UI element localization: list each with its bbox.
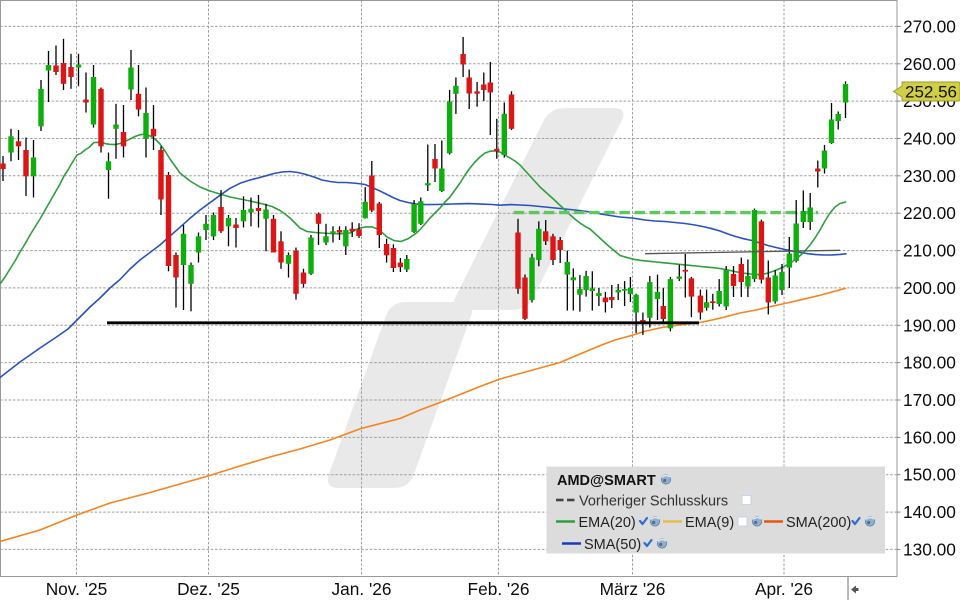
- svg-text:EMA(9): EMA(9): [685, 515, 734, 531]
- svg-text:260.00: 260.00: [903, 54, 956, 74]
- svg-text:160.00: 160.00: [903, 427, 956, 447]
- svg-text:Apr. '26: Apr. '26: [755, 579, 813, 599]
- svg-text:140.00: 140.00: [903, 502, 956, 522]
- svg-text:150.00: 150.00: [903, 465, 956, 485]
- svg-text:200.00: 200.00: [903, 278, 956, 298]
- svg-text:Feb. '26: Feb. '26: [468, 579, 530, 599]
- svg-text:220.00: 220.00: [903, 203, 956, 223]
- svg-text:AMD@SMART: AMD@SMART: [557, 473, 656, 489]
- svg-text:Nov. '25: Nov. '25: [46, 579, 108, 599]
- svg-text:EMA(20): EMA(20): [579, 515, 636, 531]
- svg-text:170.00: 170.00: [903, 390, 956, 410]
- svg-text:Dez. '25: Dez. '25: [177, 579, 240, 599]
- svg-text:210.00: 210.00: [903, 241, 956, 261]
- svg-text:SMA(50): SMA(50): [584, 537, 641, 553]
- svg-text:130.00: 130.00: [903, 539, 956, 559]
- svg-text:230.00: 230.00: [903, 166, 956, 186]
- svg-text:März '26: März '26: [600, 579, 666, 599]
- svg-text:252.56: 252.56: [905, 83, 957, 102]
- svg-text:SMA(200): SMA(200): [786, 515, 851, 531]
- svg-text:190.00: 190.00: [903, 315, 956, 335]
- svg-text:180.00: 180.00: [903, 353, 956, 373]
- svg-text:Jan. '26: Jan. '26: [332, 579, 392, 599]
- svg-text:Vorheriger Schlusskurs: Vorheriger Schlusskurs: [579, 494, 728, 510]
- svg-text:240.00: 240.00: [903, 129, 956, 149]
- svg-text:270.00: 270.00: [903, 16, 956, 36]
